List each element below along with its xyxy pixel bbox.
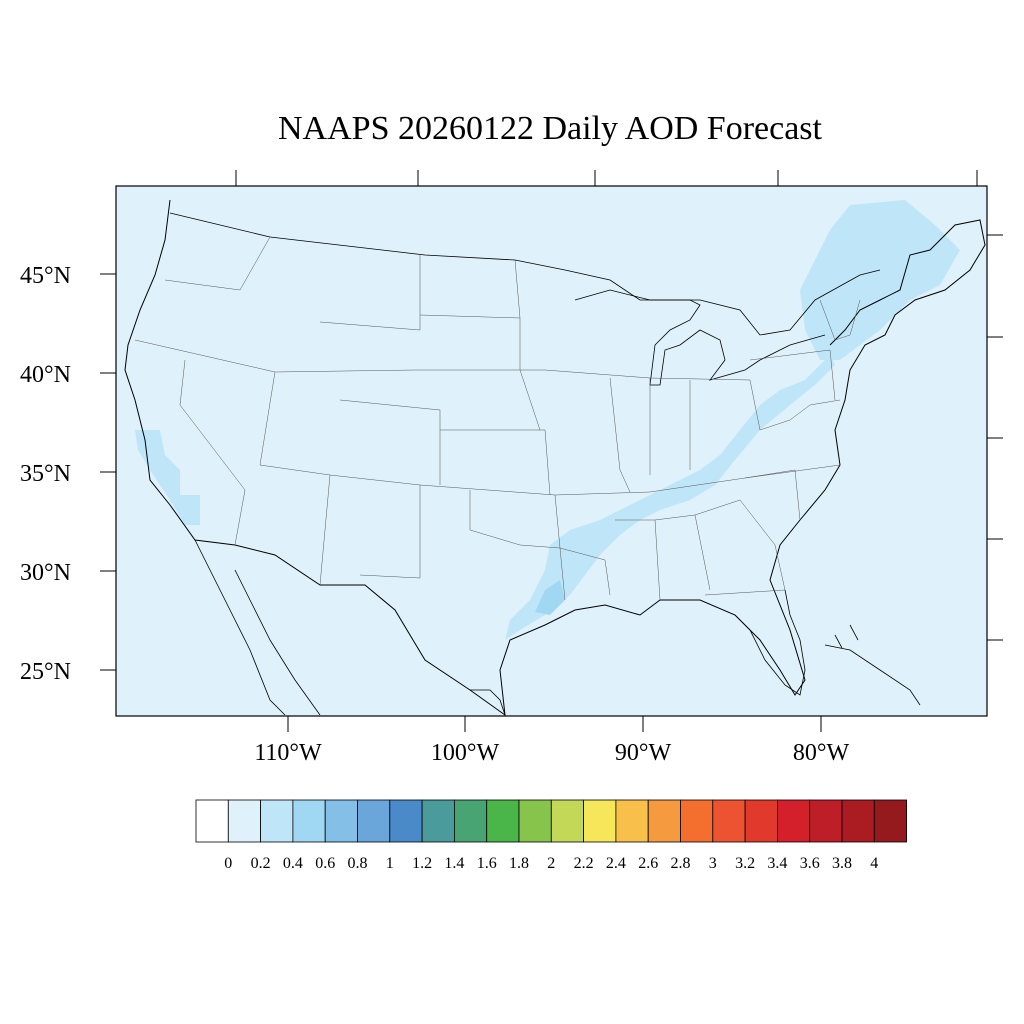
colorbar-tick-label: 0.4 <box>283 855 303 872</box>
colorbar-tick-label: 0.6 <box>315 855 335 872</box>
colorbar-swatch <box>227 799 262 843</box>
state-line <box>319 474 331 586</box>
colorbar-swatch <box>421 799 455 843</box>
colorbar-swatch <box>195 799 229 843</box>
lat-label: 45°N <box>20 263 71 289</box>
colorbar-swatch <box>712 799 746 843</box>
aod-plume-california <box>135 430 200 525</box>
colorbar-swatch <box>873 799 907 843</box>
colorbar-swatch <box>357 799 391 843</box>
state-line <box>179 359 246 546</box>
boundaries <box>124 199 986 717</box>
axis-ticks <box>100 170 1003 732</box>
colorbar-tick-label: 3 <box>709 855 717 872</box>
colorbar-tick-label: 2.8 <box>671 855 691 872</box>
colorbar-swatch <box>809 799 843 843</box>
state-line <box>749 379 841 431</box>
colorbar-tick-label: 3.6 <box>800 855 820 872</box>
state-line <box>440 429 551 496</box>
colorbar-swatch <box>389 799 423 843</box>
lon-label: 100°W <box>431 740 500 766</box>
lat-label: 35°N <box>20 461 71 487</box>
colorbar-swatch <box>744 799 778 843</box>
florida-peninsula <box>734 589 806 696</box>
cuba <box>824 644 921 706</box>
map-title: NAAPS 20260122 Daily AOD Forecast <box>278 110 822 147</box>
lat-label: 30°N <box>20 560 71 586</box>
aod-plume-ohio-valley <box>645 355 835 505</box>
map-panel: 45°N 40°N 35°N 30°N 25°N 110°W 100°W 90°… <box>20 170 1003 766</box>
state-line <box>164 236 271 291</box>
state-line <box>469 490 566 601</box>
state-line <box>694 499 786 596</box>
colorbar-swatch <box>583 799 617 843</box>
colorbar-swatch <box>486 799 520 843</box>
state-line <box>519 318 541 431</box>
great-lakes <box>574 289 826 386</box>
lon-label: 110°W <box>254 740 322 766</box>
baja-peninsula <box>194 539 286 716</box>
colorbar-swatch <box>324 799 358 843</box>
colorbar-swatch <box>647 799 681 843</box>
colorbar-tick-label: 0 <box>224 855 232 872</box>
lon-label: 90°W <box>615 740 672 766</box>
bahamas <box>834 624 859 649</box>
colorbar-tick-label: 1.4 <box>444 855 464 872</box>
state-line <box>744 469 801 521</box>
colorbar-tick-label: 2.6 <box>638 855 658 872</box>
state-lines <box>134 236 861 601</box>
colorbar-tick-label: 2.2 <box>574 855 594 872</box>
colorbar-tick-label: 1.2 <box>412 855 432 872</box>
colorbar-swatch <box>292 799 326 843</box>
colorbar-tick-label: 4 <box>870 855 878 872</box>
colorbar-tick-label: 2.4 <box>606 855 626 872</box>
aod-plume-gulf-core <box>535 580 565 615</box>
colorbar-swatch <box>777 799 811 843</box>
colorbar-swatch <box>518 799 552 843</box>
aod-plumes <box>135 200 960 640</box>
colorbar-tick-label: 3.2 <box>735 855 755 872</box>
lat-labels: 45°N 40°N 35°N 30°N 25°N <box>20 263 71 685</box>
colorbar-swatch <box>260 799 294 843</box>
mexico-mainland-coast <box>234 569 321 716</box>
aod-plume-northeast <box>800 200 960 360</box>
colorbar-tick-label: 3.4 <box>767 855 787 872</box>
lon-label: 80°W <box>793 740 850 766</box>
state-line <box>319 255 421 331</box>
state-line <box>134 339 751 381</box>
state-line <box>749 349 836 401</box>
lat-label: 25°N <box>20 659 71 685</box>
state-line <box>819 299 861 341</box>
lat-label: 40°N <box>20 362 71 388</box>
state-line <box>649 378 691 475</box>
colorbar-swatch <box>550 799 584 843</box>
us-outline <box>124 199 986 717</box>
colorbar-tick-label: 0.8 <box>348 855 368 872</box>
colorbar-swatch <box>841 799 875 843</box>
state-line <box>609 377 631 493</box>
colorbar-tick-label: 1 <box>386 855 394 872</box>
colorbar-tick-label: 2 <box>547 855 555 872</box>
state-line <box>554 494 611 596</box>
colorbar-tick-label: 1.6 <box>477 855 497 872</box>
colorbar-tick-label: 1.8 <box>509 855 529 872</box>
colorbar-swatch <box>680 799 714 843</box>
colorbar-tick-label: 3.8 <box>832 855 852 872</box>
mexico-coast-gulf <box>470 689 506 716</box>
colorbar-tick-label: 0.2 <box>251 855 271 872</box>
colorbar-swatch <box>615 799 649 843</box>
colorbar-swatch <box>453 799 488 843</box>
state-line <box>339 399 441 485</box>
lon-labels: 110°W 100°W 90°W 80°W <box>254 740 849 766</box>
state-line <box>259 371 841 496</box>
state-line <box>359 485 421 579</box>
aod-colorbar: 0 0.2 0.4 0.6 0.8 1 1.2 1.4 1.6 1.8 2 2.2 2.4 2.6 2.8 3… <box>195 799 907 872</box>
